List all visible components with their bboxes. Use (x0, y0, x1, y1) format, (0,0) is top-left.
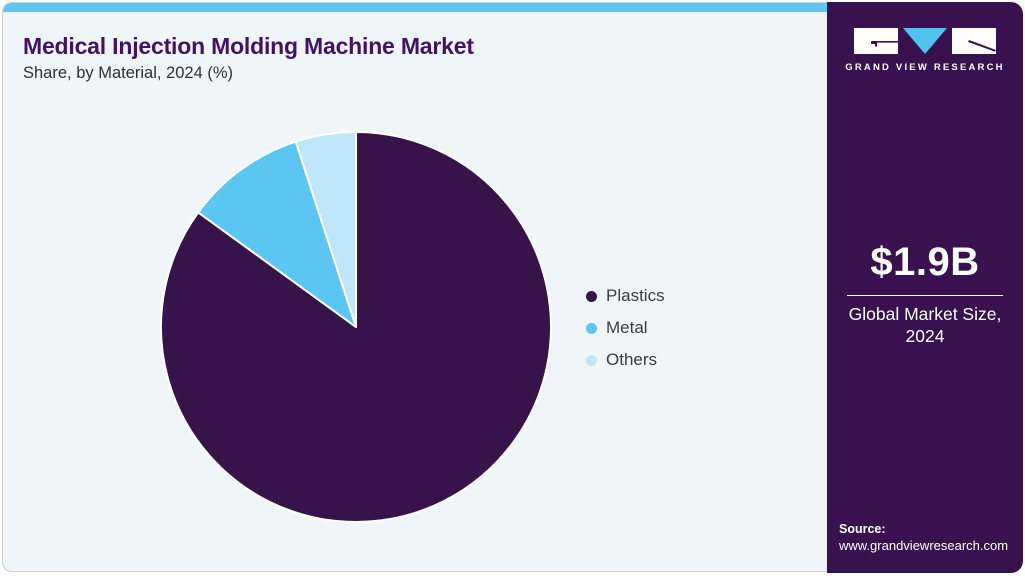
legend-dot-icon (586, 322, 597, 334)
source-url[interactable]: www.grandviewresearch.com (839, 538, 1009, 553)
market-size-stat: $1.9B Global Market Size, 2024 (841, 240, 1009, 348)
source-label: Source: (839, 522, 886, 536)
legend-item-plastics: Plastics (586, 286, 665, 306)
legend-label: Others (606, 350, 658, 369)
pie-slice-others (294, 131, 357, 328)
pie-chart-svg (160, 131, 552, 523)
pie-chart (158, 129, 554, 525)
stat-label: Global Market Size, 2024 (848, 304, 1002, 346)
page-title: Medical Injection Molding Machine Market (23, 33, 474, 59)
source-block: Source: www.grandviewresearch.com (839, 522, 1017, 553)
brand-sidebar: GRAND VIEW RESEARCH $1.9B Global Market … (827, 2, 1023, 573)
legend-dot-icon (586, 354, 597, 366)
legend-label: Metal (606, 318, 648, 337)
pie-slice-metal (197, 140, 357, 328)
stat-value: $1.9B (870, 240, 980, 284)
gvr-logo-icon (854, 28, 996, 54)
accent-topbar (3, 3, 828, 12)
legend-item-others: Others (586, 350, 665, 370)
stat-divider (847, 295, 1003, 296)
legend-label: Plastics (606, 286, 665, 305)
chart-legend: Plastics Metal Others (586, 286, 665, 370)
brand-name: GRAND VIEW RESEARCH (845, 62, 1005, 73)
legend-item-metal: Metal (586, 318, 665, 338)
legend-dot-icon (586, 290, 597, 302)
brand-block: GRAND VIEW RESEARCH (827, 27, 1023, 73)
chart-card: Medical Injection Molding Machine Market… (2, 2, 828, 572)
page-subtitle: Share, by Material, 2024 (%) (23, 64, 234, 82)
